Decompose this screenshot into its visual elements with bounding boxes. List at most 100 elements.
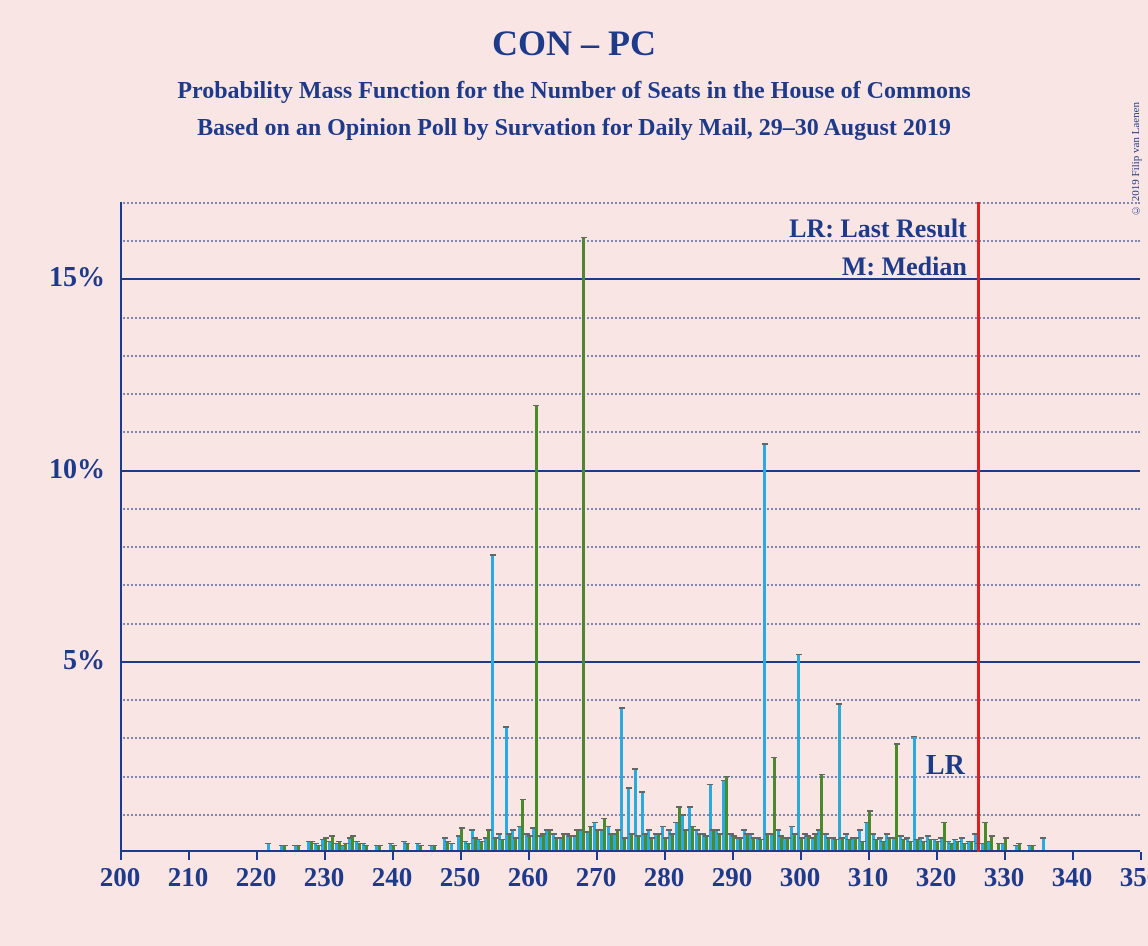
bar-series-green (943, 823, 946, 850)
x-axis-label: 200 (100, 862, 141, 893)
bar-series-green (419, 846, 422, 850)
bar-cap (639, 791, 645, 793)
bar-series-green (929, 840, 932, 850)
bar-series-green (324, 839, 327, 850)
bar-series-green (678, 808, 681, 850)
bar-cap (551, 833, 557, 835)
x-axis-tick (732, 852, 734, 860)
bar-cap (336, 841, 342, 843)
x-axis-label: 210 (168, 862, 209, 893)
bar-series-blue (491, 556, 494, 850)
bar-cap (683, 829, 689, 831)
bar-series-green (596, 831, 599, 850)
bar-series-green (868, 812, 871, 850)
bar-cap (826, 837, 832, 839)
bar-cap (615, 829, 621, 831)
bar-cap (666, 829, 672, 831)
bar-series-green (480, 842, 483, 850)
bar-series-green (528, 837, 531, 850)
bar-series-green (582, 238, 585, 850)
bar-cap (404, 843, 410, 845)
bar-series-green (936, 842, 939, 850)
bar-cap (690, 826, 696, 828)
bar-series-green (725, 777, 728, 850)
bar-series-green (637, 837, 640, 850)
bar-series-green (603, 819, 606, 850)
bar-series-green (916, 840, 919, 850)
bar-cap (329, 835, 335, 837)
bar-series-green (1018, 844, 1021, 850)
bar-cap (316, 845, 322, 847)
bar-cap (694, 829, 700, 831)
bar-cap (982, 822, 988, 824)
bar-cap (592, 822, 598, 824)
bar-cap (493, 837, 499, 839)
x-axis-tick (1140, 852, 1142, 860)
bar-series-green (365, 846, 368, 850)
x-axis-tick (120, 852, 122, 860)
bar-series-green (691, 827, 694, 850)
bar-series-green (718, 835, 721, 850)
lr-marker-label: LR (926, 750, 965, 782)
x-axis-label: 290 (712, 862, 753, 893)
bar-series-blue (913, 737, 916, 850)
bar-cap (486, 829, 492, 831)
bar-series-green (854, 839, 857, 850)
bar-cap (469, 829, 475, 831)
bar-series-blue (505, 728, 508, 850)
bar-series-green (433, 846, 436, 850)
lr-vertical-line (977, 202, 980, 852)
bar-cap (676, 806, 682, 808)
bar-cap (622, 837, 628, 839)
gridline-major (120, 470, 1140, 472)
gridline-minor (120, 393, 1140, 395)
bar-series-green (814, 835, 817, 850)
bar-series-blue (838, 705, 841, 850)
bar-cap (309, 841, 315, 843)
bar-series-green (576, 831, 579, 850)
bar-cap (707, 784, 713, 786)
bar-cap (717, 833, 723, 835)
bar-series-green (535, 406, 538, 850)
bar-cap (846, 839, 852, 841)
bar-cap (265, 843, 271, 845)
bar-series-green (657, 835, 660, 850)
bar-series-green (548, 831, 551, 850)
bar-cap (581, 237, 587, 239)
bar-cap (343, 843, 349, 845)
bar-cap (941, 822, 947, 824)
bar-series-green (474, 839, 477, 850)
gridline-minor (120, 546, 1140, 548)
bar-cap (819, 774, 825, 776)
gridline-minor (120, 737, 1140, 739)
bar-cap (867, 810, 873, 812)
bar-cap (669, 833, 675, 835)
bar-cap (503, 726, 509, 728)
bar-cap (1003, 837, 1009, 839)
bar-cap (605, 826, 611, 828)
bar-series-green (494, 839, 497, 850)
bar-series-green (739, 839, 742, 850)
bar-series-green (310, 842, 313, 850)
bar-series-green (317, 846, 320, 850)
x-axis-label: 240 (372, 862, 413, 893)
bar-cap (574, 829, 580, 831)
bar-series-green (963, 844, 966, 850)
bar-cap (959, 837, 965, 839)
bar-cap (839, 837, 845, 839)
bar-cap (649, 837, 655, 839)
legend-lr: LR: Last Result (789, 214, 967, 244)
bar-cap (554, 837, 560, 839)
gridline-minor (120, 508, 1140, 510)
bar-series-green (984, 823, 987, 850)
bar-cap (880, 841, 886, 843)
bar-series-green (514, 839, 517, 850)
bar-series-green (922, 842, 925, 850)
x-axis-tick (664, 852, 666, 860)
bar-cap (962, 843, 968, 845)
bar-series-blue (797, 655, 800, 850)
x-axis-tick (800, 852, 802, 860)
bar-series-green (732, 837, 735, 850)
bar-cap (697, 833, 703, 835)
bar-cap (619, 707, 625, 709)
